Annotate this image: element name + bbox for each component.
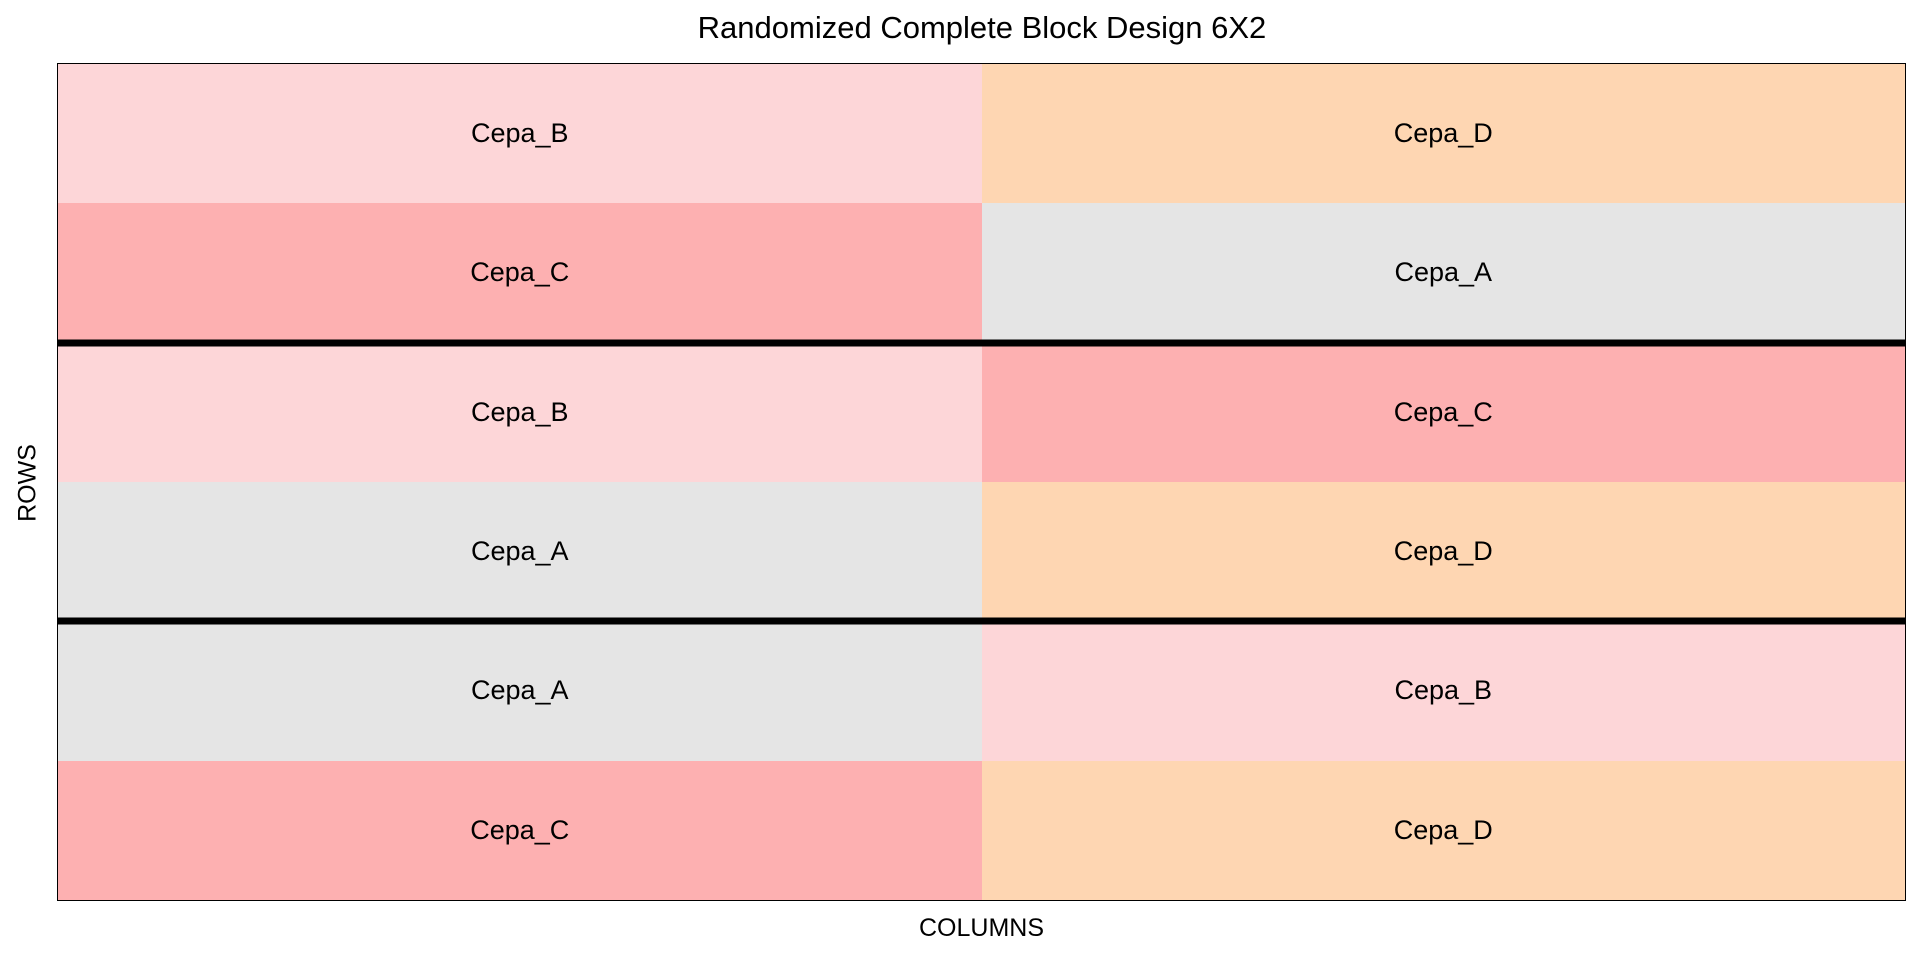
plot-cell: Cepa_D [981, 760, 1905, 900]
plot-cell: Cepa_B [58, 342, 982, 482]
plot-cell: Cepa_D [981, 481, 1905, 622]
plot-cell: Cepa_C [58, 203, 982, 343]
plot-cell-label: Cepa_A [1394, 257, 1493, 288]
plot-cell-label: Cepa_C [470, 814, 570, 845]
block-separator [58, 617, 1905, 625]
plot-cell-label: Cepa_C [1393, 396, 1493, 427]
plot-cell-label: Cepa_B [470, 396, 569, 427]
plot-cell-label: Cepa_B [470, 118, 569, 149]
plot-cell-label: Cepa_A [470, 536, 569, 567]
plot-cell: Cepa_D [981, 64, 1905, 204]
plot-cell-label: Cepa_D [1393, 536, 1493, 567]
plot-panel: Cepa_B Cepa_D Cepa_C Cepa_A Cepa_B Cepa_C Cepa… [57, 63, 1906, 901]
x-axis-label: COLUMNS [918, 914, 1044, 942]
plot-cell-label: Cepa_B [1394, 675, 1493, 706]
plot-cell: Cepa_A [58, 621, 982, 761]
plot-cell-label: Cepa_D [1393, 814, 1493, 845]
plot-cell-label: Cepa_C [470, 257, 570, 288]
plot-grid: Cepa_B Cepa_D Cepa_C Cepa_A Cepa_B Cepa_C Cepa… [58, 64, 1905, 900]
plot-cell-label: Cepa_D [1393, 118, 1493, 149]
y-axis-label: ROWS [13, 444, 42, 522]
plot-cell: Cepa_B [58, 64, 982, 204]
plot-cell: Cepa_C [981, 342, 1905, 482]
plot-cell: Cepa_B [981, 621, 1905, 761]
plot-cell: Cepa_A [981, 203, 1905, 343]
plot-cell-label: Cepa_A [470, 675, 569, 706]
plot-title: Randomized Complete Block Design 6X2 [697, 10, 1267, 45]
plot-cell: Cepa_A [58, 481, 982, 622]
block-separator [58, 339, 1905, 347]
plot-cell: Cepa_C [58, 760, 982, 900]
